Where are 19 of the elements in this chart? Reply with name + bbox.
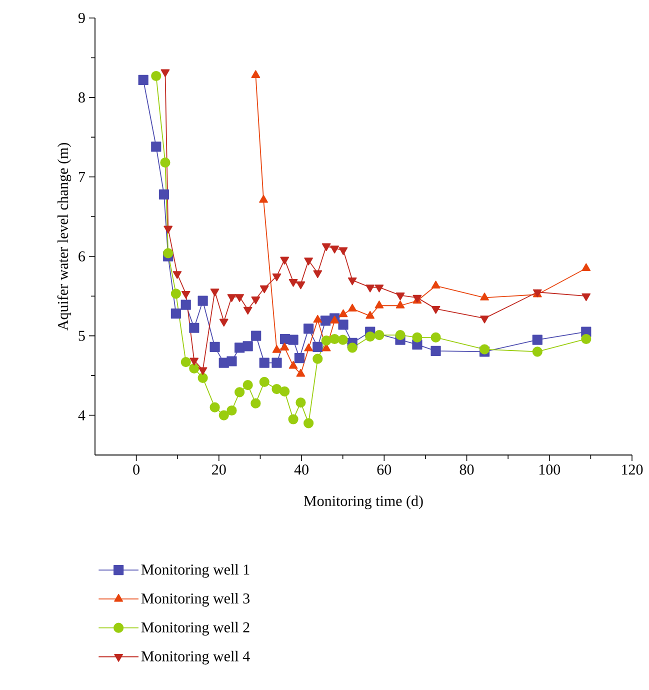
y-tick-label: 6 [78, 251, 86, 262]
x-tick-label: 120 [622, 464, 643, 475]
x-tick-label: 100 [539, 464, 560, 475]
legend-label: Monitoring well 2 [141, 622, 250, 636]
y-tick-label: 8 [78, 92, 85, 103]
x-axis-title: Monitoring time (d) [304, 496, 423, 510]
legend-label: Monitoring well 1 [141, 564, 250, 578]
y-tick-label: 4 [78, 410, 86, 420]
y-tick-label: 9 [78, 12, 85, 24]
x-tick-label: 80 [460, 464, 474, 475]
x-tick-label: 0 [133, 464, 140, 475]
x-tick-label: 40 [294, 464, 308, 475]
y-tick-label: 5 [78, 330, 85, 341]
x-tick-label: 20 [212, 464, 226, 475]
legend-label: Monitoring well 4 [141, 650, 250, 664]
x-tick-label: 60 [377, 464, 392, 475]
legend-label: Monitoring well 3 [141, 592, 250, 607]
y-tick-label: 7 [78, 172, 86, 182]
y-axis-title: Aquifer water level change (m) [57, 143, 72, 330]
